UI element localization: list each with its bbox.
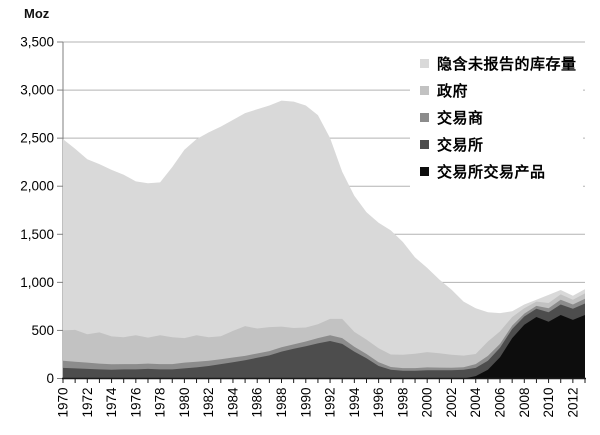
x-tick-label: 1970	[56, 388, 71, 418]
x-tick-label: 1996	[371, 388, 386, 418]
legend-item: 交易所	[420, 131, 577, 158]
y-tick-label: 3,500	[20, 35, 54, 50]
x-tick-label: 1990	[298, 388, 313, 418]
legend-swatch-icon	[420, 140, 429, 149]
legend-item: 交易商	[420, 104, 577, 131]
x-tick-label: 1998	[395, 388, 410, 418]
x-tick-label: 1974	[104, 387, 119, 418]
legend-swatch-icon	[420, 167, 429, 176]
x-tick-label: 2012	[565, 388, 580, 418]
x-tick-label: 2004	[468, 387, 483, 418]
y-tick-label: 1,500	[20, 227, 54, 242]
legend-label: 政府	[437, 83, 469, 100]
area-series-3	[63, 298, 585, 379]
y-tick-label: 3,000	[20, 83, 54, 98]
y-axis-unit-label: Moz	[24, 6, 50, 21]
x-tick-label: 1992	[323, 388, 338, 418]
y-tick-label: 1,000	[20, 275, 54, 290]
legend-item: 政府	[420, 77, 577, 104]
x-tick-label: 1988	[274, 388, 289, 418]
y-tick-label: 2,500	[20, 131, 54, 146]
x-tick-label: 1994	[347, 387, 362, 418]
area-series-4	[63, 293, 585, 379]
legend-swatch-icon	[420, 59, 429, 68]
chart-legend: 隐含未报告的库存量 政府交易商交易所交易所交易产品	[410, 46, 583, 189]
x-tick-label: 1978	[153, 388, 168, 418]
x-tick-label: 1972	[80, 388, 95, 418]
y-tick-label: 500	[31, 323, 54, 338]
x-tick-label: 2000	[420, 388, 435, 418]
x-tick-label: 1982	[201, 388, 216, 418]
legend-label: 交易所	[437, 137, 484, 154]
x-tick-label: 1980	[177, 388, 192, 418]
y-tick-label: 0	[46, 371, 54, 386]
x-tick-label: 1984	[225, 387, 240, 418]
x-tick-label: 2006	[493, 388, 508, 418]
legend-swatch-icon	[420, 86, 429, 95]
legend-label: 隐含未报告的库存量	[437, 56, 577, 73]
legend-swatch-icon	[420, 113, 429, 122]
area-series-5	[63, 100, 585, 379]
legend-label: 交易商	[437, 110, 484, 127]
x-tick-label: 2002	[444, 388, 459, 418]
area-series-1	[63, 315, 585, 379]
legend-label: 交易所交易产品	[437, 164, 546, 181]
x-tick-label: 1976	[128, 388, 143, 418]
x-tick-label: 2010	[541, 388, 556, 418]
y-tick-label: 2,000	[20, 179, 54, 194]
x-tick-label: 1986	[250, 388, 265, 418]
x-tick-label: 2008	[517, 388, 532, 418]
legend-item: 交易所交易产品	[420, 158, 577, 185]
legend-item: 隐含未报告的库存量	[420, 50, 577, 77]
